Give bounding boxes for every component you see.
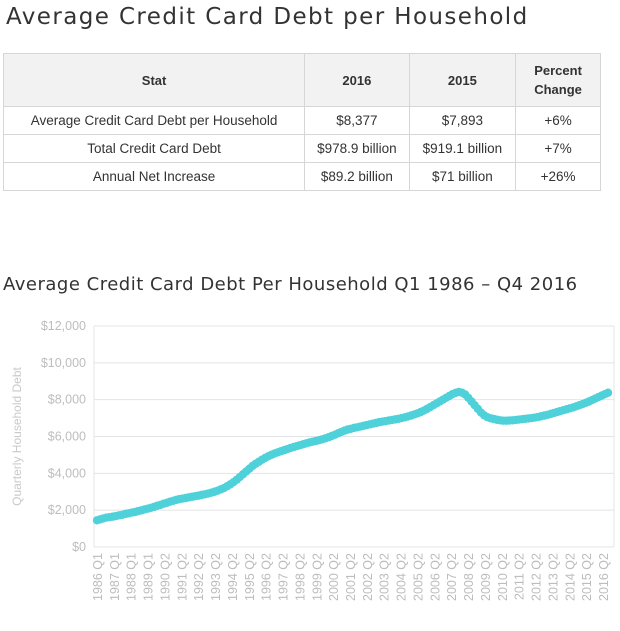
y-tick-label: $10,000 xyxy=(41,356,86,370)
table-cell: Annual Net Increase xyxy=(2,162,306,191)
table-cell: $89.2 billion xyxy=(304,162,410,191)
table-cell: +26% xyxy=(515,162,601,191)
table-row: Total Credit Card Debt $978.9 billion $9… xyxy=(2,134,601,163)
x-tick-label: 1991 Q2 xyxy=(175,553,189,601)
x-tick-label: 2002 Q2 xyxy=(361,553,375,601)
stats-table: Stat 2016 2015 Percent Change Average Cr… xyxy=(2,53,601,191)
y-tick-label: $12,000 xyxy=(41,319,86,333)
chart-title: Average Credit Card Debt Per Household Q… xyxy=(3,274,578,295)
header-stat: Stat xyxy=(2,53,306,107)
x-tick-label: 2000 Q2 xyxy=(327,553,341,601)
header-percent-change: Percent Change xyxy=(515,53,601,107)
x-tick-label: 2013 Q2 xyxy=(546,553,560,601)
header-2015: 2015 xyxy=(408,53,517,107)
x-tick-label: 1993 Q2 xyxy=(209,553,223,601)
y-axis-ticks: $0 $2,000 $4,000 $6,000 $8,000 $10,000 $12,000 xyxy=(41,319,86,554)
table-header-row: Stat 2016 2015 Percent Change xyxy=(2,53,601,107)
x-tick-label: 1999 Q2 xyxy=(310,553,324,601)
x-tick-label: 2011 Q2 xyxy=(513,553,527,600)
y-tick-label: $8,000 xyxy=(48,393,86,407)
x-tick-label: 2010 Q2 xyxy=(496,553,510,601)
x-tick-label: 2005 Q2 xyxy=(411,553,425,601)
y-axis-label: Quarterly Household Debt xyxy=(10,366,24,505)
table-cell: $978.9 billion xyxy=(304,134,410,163)
table-row: Average Credit Card Debt per Household $… xyxy=(2,106,601,135)
x-tick-label: 2006 Q2 xyxy=(428,553,442,601)
x-tick-label: 1986 Q1 xyxy=(91,553,105,601)
x-tick-label: 2001 Q2 xyxy=(344,553,358,601)
x-tick-label: 2004 Q2 xyxy=(395,553,409,601)
x-tick-label: 2008 Q2 xyxy=(462,553,476,601)
x-tick-label: 1987 Q1 xyxy=(108,553,122,601)
x-tick-label: 1990 Q2 xyxy=(158,553,172,601)
page-title: Average Credit Card Debt per Household xyxy=(6,4,529,30)
y-tick-label: $0 xyxy=(72,540,86,554)
table-cell: $8,377 xyxy=(304,106,410,135)
x-tick-label: 1997 Q2 xyxy=(277,553,291,601)
x-tick-label: 1996 Q2 xyxy=(260,553,274,601)
data-point xyxy=(603,388,613,397)
x-tick-label: 1998 Q2 xyxy=(293,553,307,601)
debt-scatter-chart: $0 $2,000 $4,000 $6,000 $8,000 $10,000 $12,000… xyxy=(10,319,615,601)
table-cell: Average Credit Card Debt per Household xyxy=(2,106,306,135)
x-axis-ticks: 1986 Q1 1987 Q1 1988 Q1 1989 Q1 1990 Q2 1991 … xyxy=(91,553,611,601)
table-cell: $7,893 xyxy=(408,106,517,135)
grid-lines xyxy=(93,325,615,548)
x-tick-label: 1989 Q1 xyxy=(142,553,156,601)
data-points xyxy=(92,387,613,525)
x-tick-label: 1994 Q2 xyxy=(226,553,240,601)
x-tick-label: 2007 Q2 xyxy=(445,553,459,601)
x-tick-label: 1988 Q1 xyxy=(125,553,139,601)
table-cell: +7% xyxy=(515,134,601,163)
x-tick-label: 2012 Q2 xyxy=(530,553,544,601)
x-tick-label: 2014 Q2 xyxy=(563,553,577,601)
x-tick-label: 1995 Q2 xyxy=(243,553,257,601)
header-2016: 2016 xyxy=(304,53,410,107)
y-tick-label: $6,000 xyxy=(48,430,86,444)
table-cell: +6% xyxy=(515,106,601,135)
header-percent-change-label: Percent Change xyxy=(534,63,582,97)
x-tick-label: 2016 Q2 xyxy=(597,553,611,601)
y-tick-label: $4,000 xyxy=(48,466,86,480)
y-tick-label: $2,000 xyxy=(48,503,86,517)
table-row: Annual Net Increase $89.2 billion $71 bi… xyxy=(2,162,601,191)
x-tick-label: 2009 Q2 xyxy=(479,553,493,601)
table-cell: Total Credit Card Debt xyxy=(2,134,306,163)
table-cell: $919.1 billion xyxy=(408,134,517,163)
table-cell: $71 billion xyxy=(408,162,517,191)
x-tick-label: 1992 Q2 xyxy=(192,553,206,601)
x-tick-label: 2003 Q2 xyxy=(378,553,392,601)
x-tick-label: 2015 Q2 xyxy=(580,553,594,601)
